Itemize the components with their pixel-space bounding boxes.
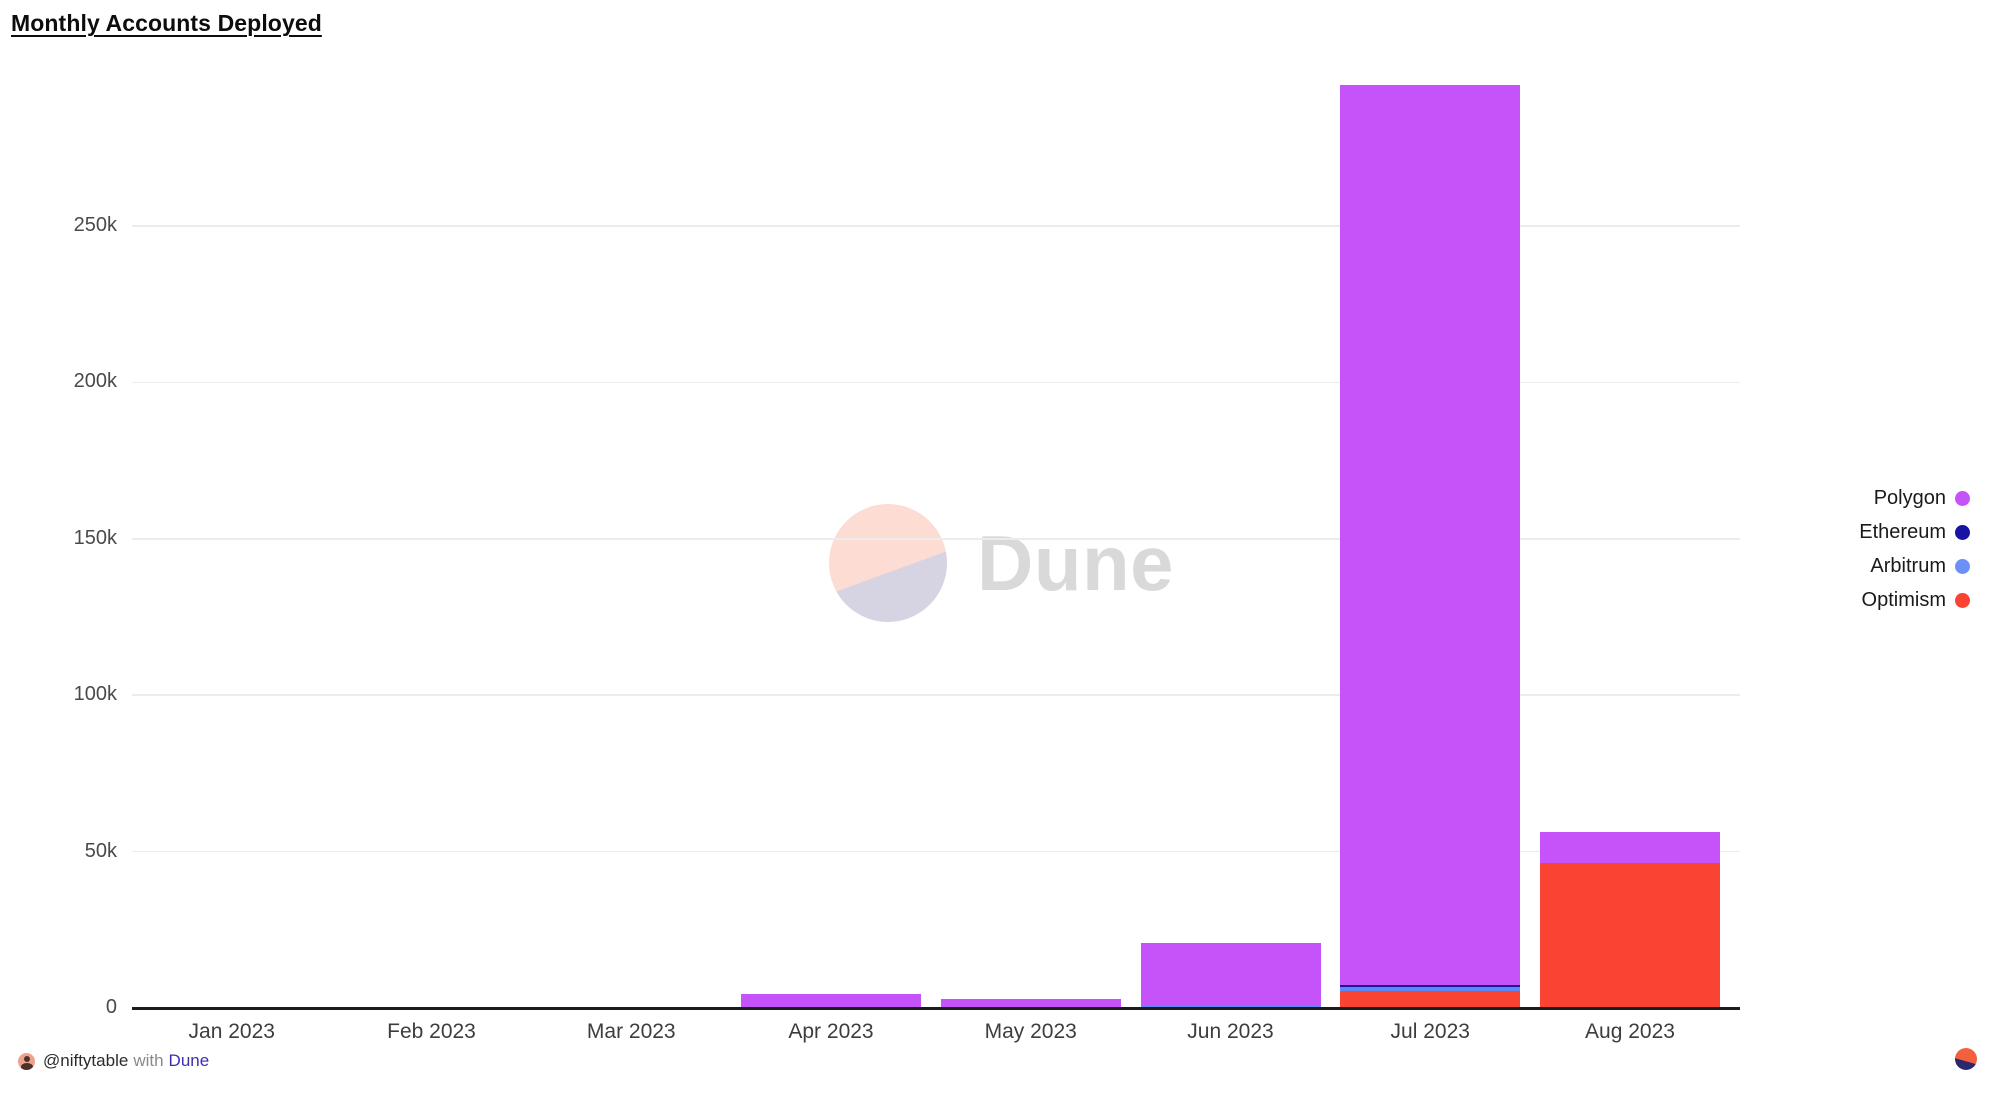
attribution-text: @niftytable with Dune <box>43 1051 209 1071</box>
x-axis-tick-label: Feb 2023 <box>387 1020 476 1043</box>
grid-line <box>132 694 1740 696</box>
dune-watermark: Dune <box>829 504 1174 622</box>
grid-line <box>132 538 1740 540</box>
chart-title: Monthly Accounts Deployed <box>11 10 322 36</box>
legend-color-dot-icon <box>1955 558 1970 574</box>
bar-segment-optimism-jul-2023[interactable] <box>1340 991 1521 1008</box>
dune-link[interactable]: Dune <box>168 1051 210 1070</box>
footer: @niftytable with Dune <box>18 1051 209 1071</box>
bar-segment-polygon-may-2023[interactable] <box>940 998 1121 1008</box>
x-axis-line <box>132 1007 1740 1010</box>
legend-item-polygon[interactable]: Polygon <box>1859 481 1970 515</box>
bar-segment-polygon-jun-2023[interactable] <box>1140 942 1321 1007</box>
dune-watermark-logo-icon <box>829 504 947 622</box>
legend-color-dot-icon <box>1955 490 1970 506</box>
author-avatar <box>18 1052 35 1070</box>
grid-line <box>132 225 1740 227</box>
legend-color-dot-icon <box>1955 592 1970 608</box>
x-axis-tick-label: May 2023 <box>984 1020 1077 1043</box>
bar-segment-polygon-jul-2023[interactable] <box>1340 85 1521 986</box>
bar-segment-optimism-aug-2023[interactable] <box>1540 862 1720 1008</box>
x-axis-tick-label: Aug 2023 <box>1585 1020 1675 1043</box>
legend-color-dot-icon <box>1955 524 1970 540</box>
y-axis-tick-label: 250k <box>73 214 117 236</box>
grid-line <box>132 381 1740 384</box>
x-axis-tick-label: Mar 2023 <box>586 1020 676 1043</box>
x-axis-tick-label: Apr 2023 <box>788 1020 874 1043</box>
legend-label: Optimism <box>1861 588 1946 611</box>
legend: Polygon Ethereum Arbitrum Optimism <box>1859 481 1970 617</box>
legend-item-optimism[interactable]: Optimism <box>1859 583 1970 617</box>
author-handle[interactable]: @niftytable <box>43 1051 129 1070</box>
legend-label: Ethereum <box>1859 520 1946 543</box>
x-axis-tick-label: Jun 2023 <box>1187 1020 1274 1043</box>
x-axis-tick-label: Jan 2023 <box>188 1020 275 1043</box>
x-axis-tick-label: Jul 2023 <box>1390 1020 1470 1043</box>
y-axis-tick-label: 100k <box>73 683 117 706</box>
legend-item-ethereum[interactable]: Ethereum <box>1859 515 1970 549</box>
bar-segment-polygon-apr-2023[interactable] <box>741 993 921 1008</box>
bar-segment-polygon-aug-2023[interactable] <box>1540 831 1720 863</box>
y-axis-tick-label: 150k <box>73 526 117 549</box>
dune-logo-icon[interactable] <box>1955 1048 1977 1070</box>
y-axis-tick-label: 50k <box>84 839 117 862</box>
legend-label: Arbitrum <box>1870 554 1946 577</box>
y-axis-tick-label: 0 <box>105 996 117 1018</box>
bar-segment-ethereum-jul-2023[interactable] <box>1340 985 1521 988</box>
dune-watermark-text: Dune <box>977 518 1174 607</box>
legend-label: Polygon <box>1873 486 1946 509</box>
bar-segment-arbitrum-jul-2023[interactable] <box>1340 987 1521 992</box>
attribution-connector: with <box>133 1051 164 1070</box>
grid-line <box>132 850 1740 853</box>
legend-item-arbitrum[interactable]: Arbitrum <box>1859 549 1970 583</box>
y-axis-tick-label: 200k <box>73 370 117 393</box>
